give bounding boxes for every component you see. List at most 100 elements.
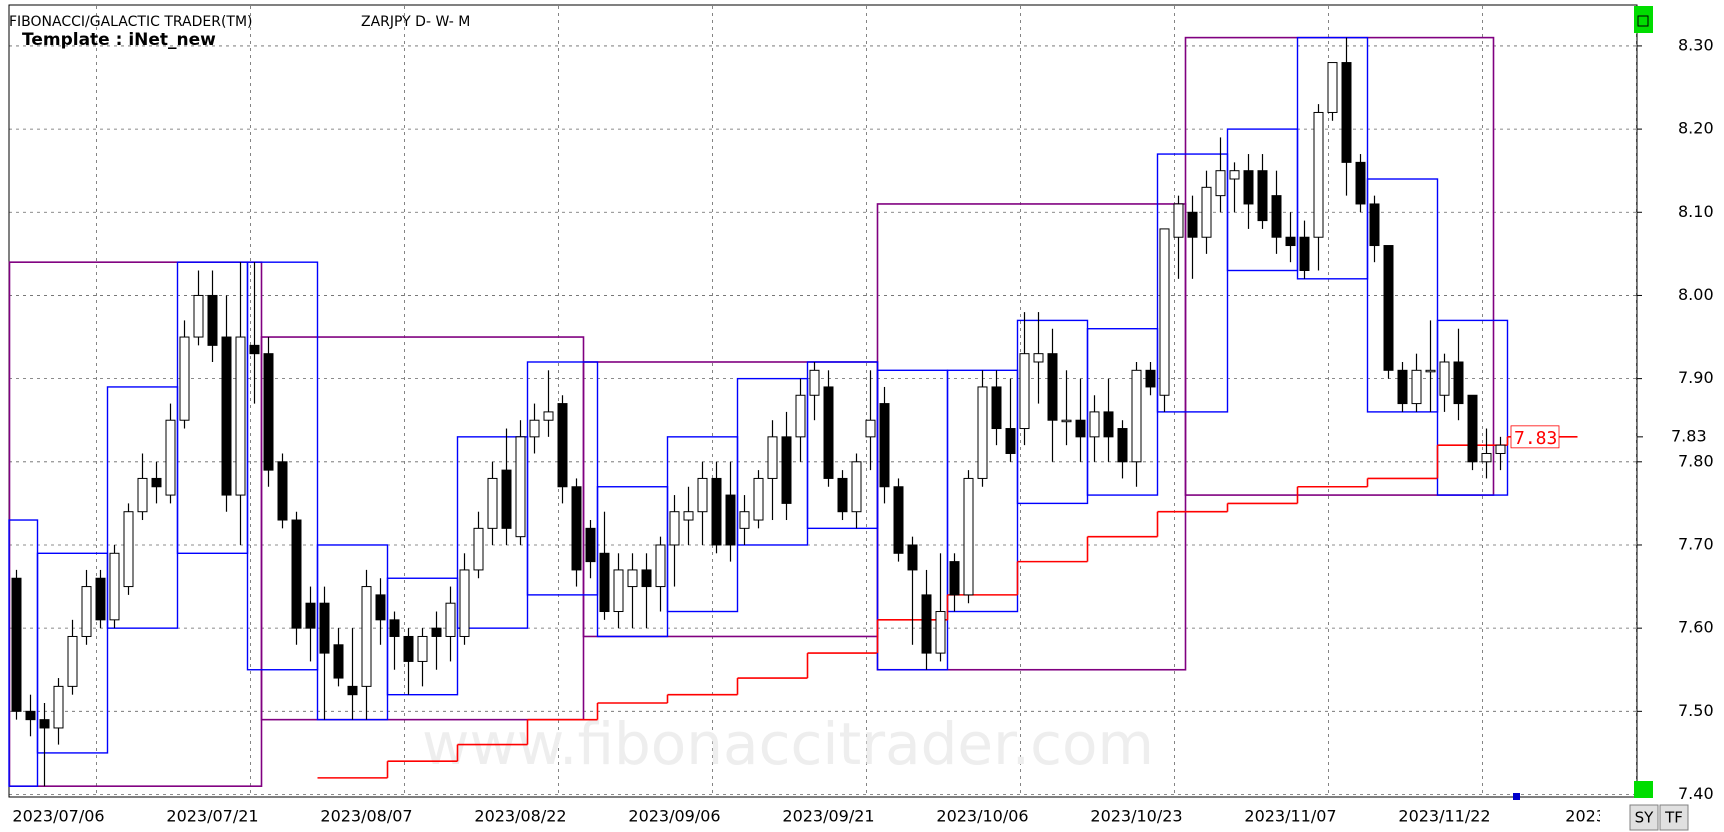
candle-body (1215, 170, 1226, 197)
candle-body (641, 569, 652, 588)
y-tick-label: 8.30 (1678, 35, 1714, 54)
corner-button[interactable] (1634, 6, 1653, 33)
candle-body (1285, 236, 1296, 247)
x-tick-label: 2023/11/22 (1398, 807, 1490, 826)
candle-body (1341, 62, 1352, 163)
candle-body (823, 386, 834, 479)
candle-body (1005, 428, 1016, 454)
candle-body (949, 561, 960, 596)
candle-body (683, 511, 694, 521)
weekly-range (526, 361, 599, 596)
candle-body (1439, 361, 1450, 396)
weekly-range (1366, 178, 1439, 413)
price-tag: 7.83 (1514, 428, 1557, 449)
corner-marker (1634, 781, 1653, 798)
candle-body (487, 477, 498, 529)
candle-body (809, 369, 820, 396)
candle-body (851, 461, 862, 513)
time-marker (1513, 793, 1520, 800)
candle-body (1355, 161, 1366, 205)
candle-body (865, 419, 876, 438)
candle-body (837, 477, 848, 513)
candle-body (795, 394, 806, 438)
candle-body (1481, 452, 1492, 463)
candle-body (179, 336, 190, 421)
candle-body (1327, 62, 1338, 113)
candle-body (53, 685, 64, 729)
candle-body (571, 486, 582, 571)
candle-body (879, 403, 890, 488)
chart-title: FIBONACCI/GALACTIC TRADER(TM) (9, 14, 253, 30)
candle-body (1383, 245, 1394, 371)
candle-body (697, 477, 708, 513)
y-tick-label: 8.20 (1678, 119, 1714, 138)
candle-body (543, 411, 554, 421)
y-tick-label: 7.80 (1678, 451, 1714, 470)
candle-body (585, 527, 596, 563)
candle-body (1257, 170, 1268, 222)
y-tick-label: 7.40 (1678, 784, 1714, 803)
candle-body (361, 586, 372, 687)
candle-body (977, 386, 988, 479)
candle-body (1061, 419, 1072, 423)
candle-body (1089, 411, 1100, 438)
candle-body (1411, 369, 1422, 405)
sy-label[interactable]: SY (1635, 809, 1655, 827)
weekly-range (246, 261, 319, 671)
corner-icon (1637, 15, 1649, 27)
candle-body (893, 486, 904, 554)
candle-body (935, 611, 946, 654)
candle-body (347, 685, 358, 696)
candle-body (1047, 353, 1058, 421)
tf-button[interactable] (1659, 804, 1689, 831)
candle-body (389, 619, 400, 637)
candle-body (1425, 369, 1436, 373)
candle-body (1495, 444, 1506, 454)
candle-body (1271, 195, 1282, 238)
candle-body (907, 544, 918, 571)
candle-body (1229, 170, 1240, 180)
candle-body (25, 710, 36, 721)
candle-body (529, 419, 540, 438)
x-tick-label: 2023/10/23 (1090, 807, 1182, 826)
template: Template : iNet_new (22, 30, 216, 50)
candle-body (711, 477, 722, 546)
candle-body (753, 477, 764, 521)
candle-body (921, 594, 932, 654)
candle-body (81, 586, 92, 637)
candle-body (1453, 361, 1464, 405)
candle-body (333, 644, 344, 679)
candle-body (1075, 419, 1086, 438)
x-tick-label: 2023/09/21 (782, 807, 874, 826)
sy-button[interactable] (1629, 804, 1659, 831)
candle-body (375, 594, 386, 621)
candle-body (11, 577, 22, 712)
weekly-range (1296, 36, 1369, 280)
x-tick-label: 2023/08/07 (320, 807, 412, 826)
weekly-range (1156, 153, 1229, 413)
candle-body (1467, 394, 1478, 463)
candle-body (1173, 203, 1184, 238)
candle-body (515, 436, 526, 538)
weekly-range (386, 577, 459, 696)
x-tick-label: 2023/07/21 (166, 807, 258, 826)
grid (9, 6, 1637, 797)
candle-body (473, 527, 484, 571)
candle-body (1369, 203, 1380, 247)
candle-body (1313, 111, 1324, 238)
candle-body (417, 635, 428, 662)
candle-body (207, 294, 218, 346)
candle-body (1397, 369, 1408, 405)
candle-body (1243, 170, 1254, 205)
candle-body (627, 569, 638, 588)
candle-body (739, 511, 750, 529)
candle-body (235, 336, 246, 496)
tf-label[interactable]: TF (1664, 809, 1683, 827)
y-tick-label: 7.50 (1678, 701, 1714, 720)
axis: 8.30 8.20 8.10 8.00 7.90 7.80 7.70 7.60 7.50 7.40… (12, 35, 1713, 825)
candle-body (1201, 186, 1212, 238)
candle-body (613, 569, 624, 613)
symbol: ZARJPY D- W- M (361, 14, 470, 30)
candle-body (1131, 369, 1142, 463)
